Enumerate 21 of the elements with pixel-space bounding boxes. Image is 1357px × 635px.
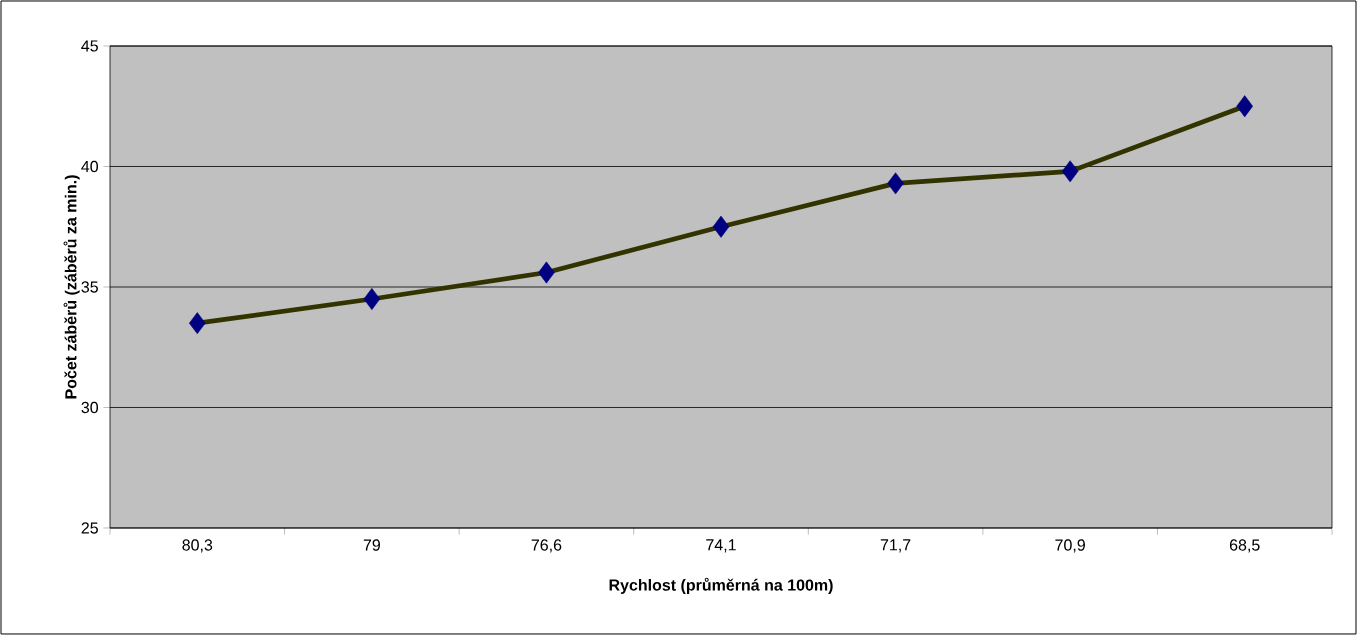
x-tick-label: 79 — [363, 539, 380, 551]
x-tick-label: 76,6 — [531, 539, 562, 553]
point — [1236, 95, 1253, 118]
point — [887, 172, 904, 195]
x-tick-label: 74,1 — [706, 539, 736, 553]
point — [1061, 160, 1079, 183]
x-tick-label: 68,5 — [1229, 539, 1260, 553]
point — [538, 261, 555, 284]
point — [712, 215, 730, 238]
x-tick-label: 70,9 — [1055, 539, 1085, 553]
x-axis-title: Rychlost (průměrná na 100m) — [609, 577, 833, 594]
y-tick-label: 30 — [81, 401, 99, 414]
y-tick-label: 35 — [81, 281, 98, 293]
y-tick-label: 45 — [81, 40, 98, 52]
y-axis-title: Počet záběrů (záběrů za min.) — [63, 175, 80, 399]
point — [363, 288, 381, 310]
x-tick-label: 71,7 — [880, 539, 911, 553]
y-tick-label: 40 — [81, 160, 99, 173]
y-tick-label: 25 — [81, 522, 98, 534]
x-tick-label: 80,3 — [182, 539, 213, 553]
point — [189, 312, 206, 335]
